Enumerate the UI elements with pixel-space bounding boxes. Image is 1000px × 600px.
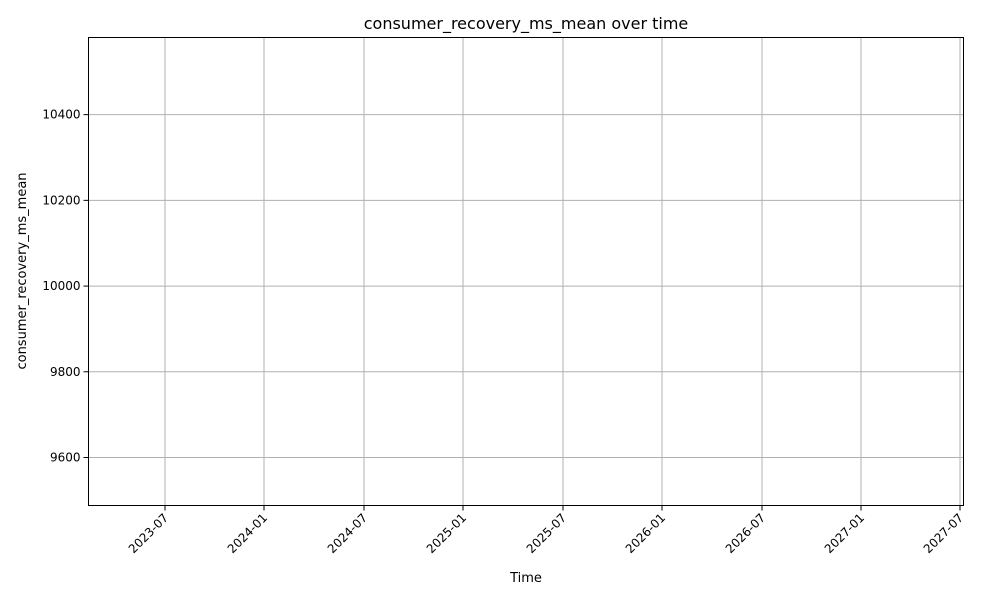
grid-layer <box>88 37 964 506</box>
x-tick-label: 2024-01 <box>225 511 270 556</box>
x-tick-label: 2024-07 <box>325 511 370 556</box>
x-tick-label: 2025-01 <box>424 511 469 556</box>
y-axis-ticks: 9600 9800 10000 10200 10400 <box>42 108 89 465</box>
y-tick-label: 9800 <box>50 365 81 379</box>
x-tick-label: 2023-07 <box>126 511 171 556</box>
x-tick-label: 2027-07 <box>921 511 966 556</box>
y-tick-label: 10200 <box>42 193 80 207</box>
x-tick-label: 2026-01 <box>623 511 668 556</box>
plot-frame <box>88 37 964 506</box>
x-axis-ticks: 2023-07 2024-01 2024-07 2025-01 2025-07 2026-… <box>126 505 966 556</box>
x-tick-label: 2027-01 <box>822 511 867 556</box>
chart-title: consumer_recovery_ms_mean over time <box>364 14 689 34</box>
x-tick-label: 2025-07 <box>524 511 569 556</box>
x-axis-label: Time <box>509 571 542 586</box>
y-tick-label: 10000 <box>42 279 80 293</box>
x-tick-label: 2026-07 <box>723 511 768 556</box>
y-axis-label: consumer_recovery_ms_mean <box>15 172 30 369</box>
y-tick-label: 9600 <box>50 451 81 465</box>
y-tick-label: 10400 <box>42 108 80 122</box>
